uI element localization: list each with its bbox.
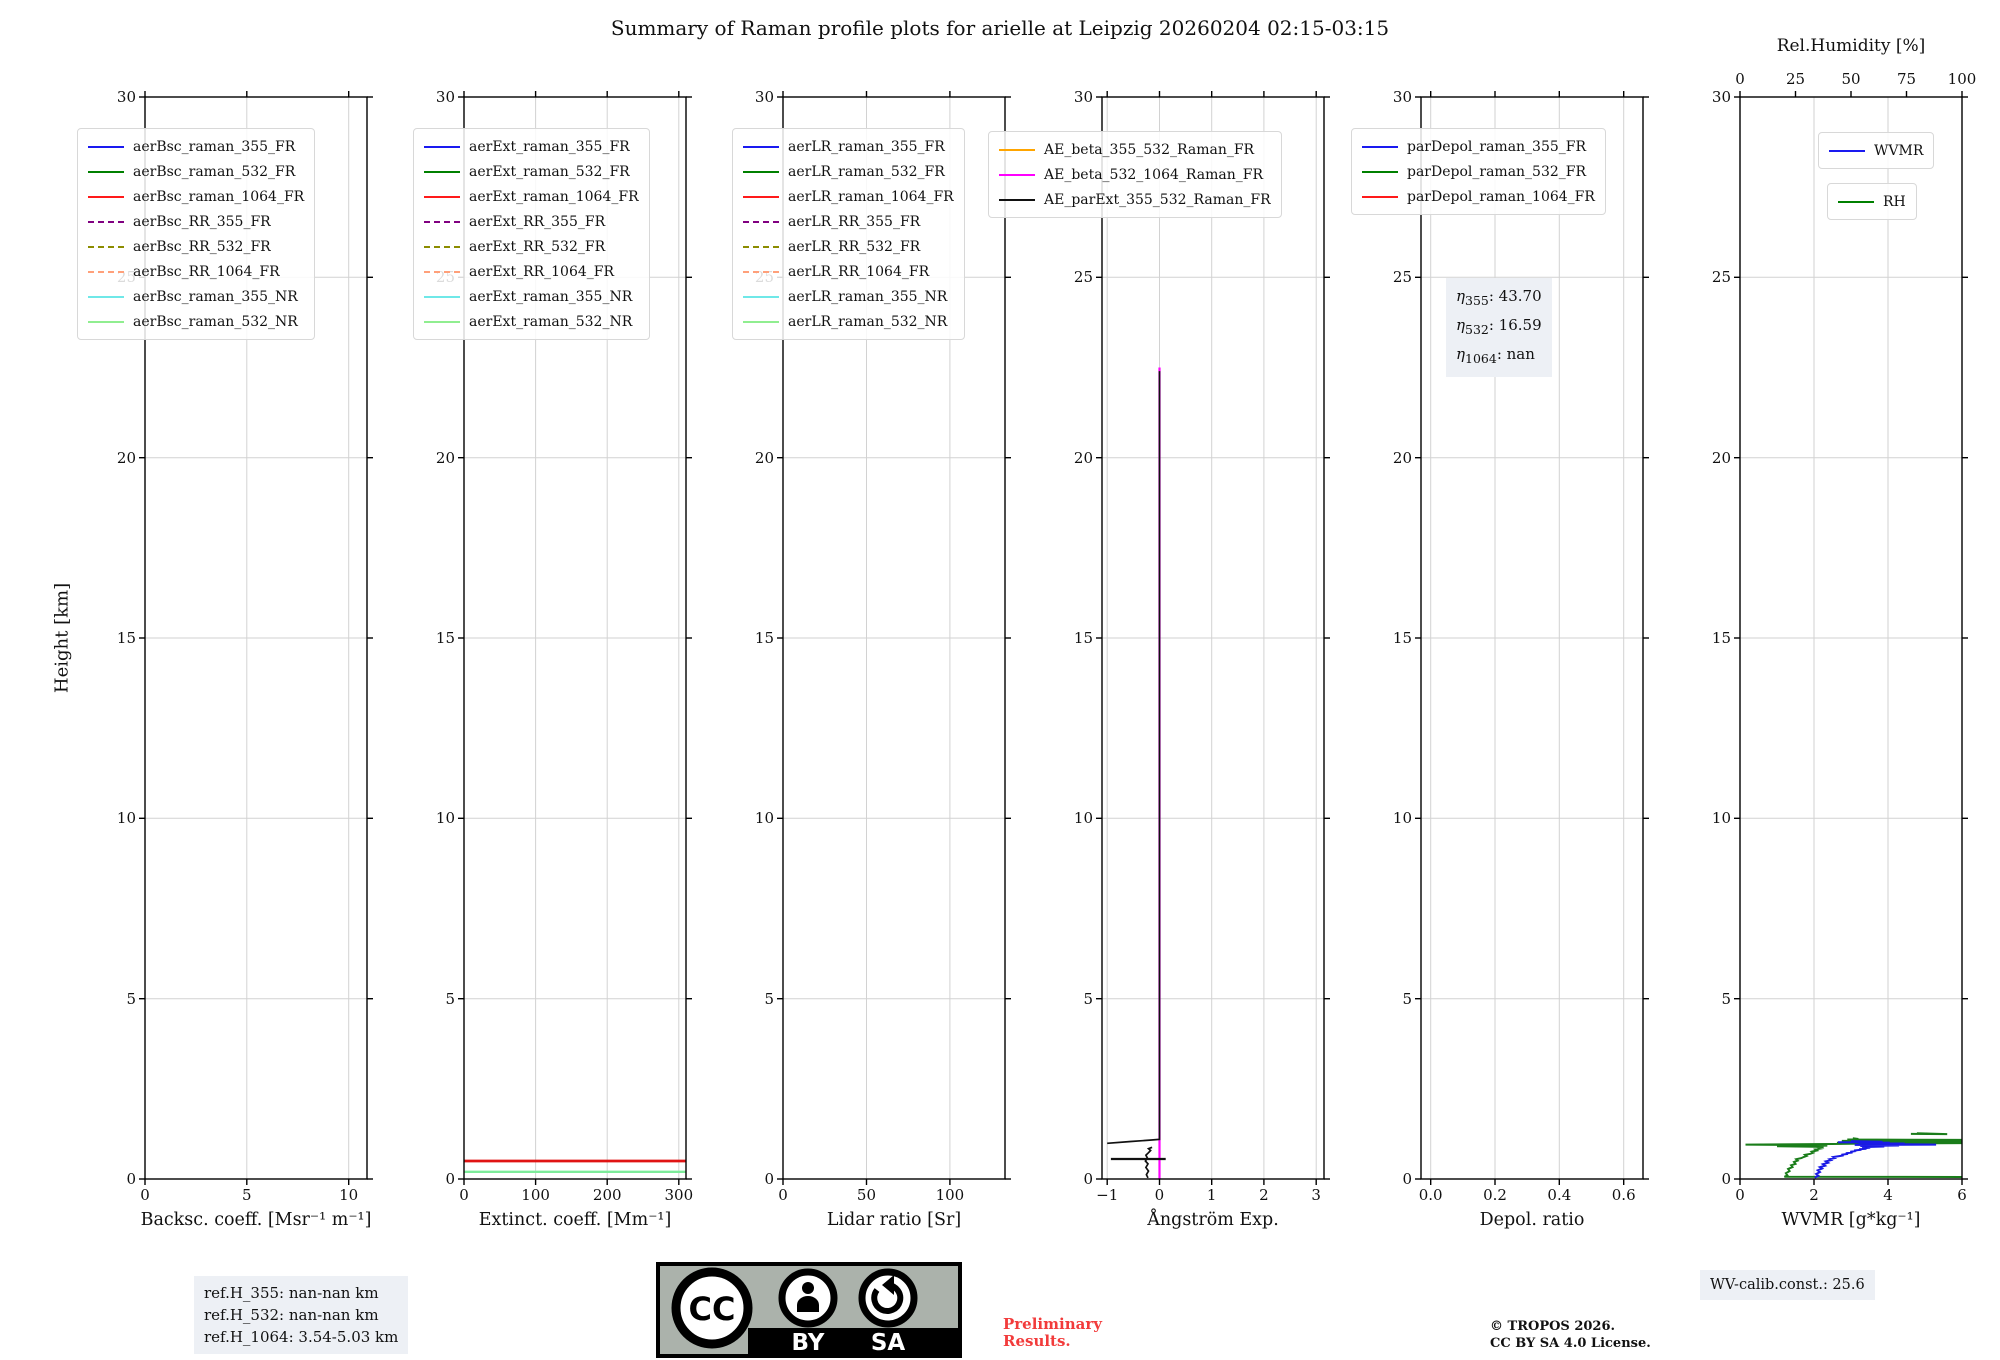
y-axis-label: Height [km] bbox=[51, 582, 73, 694]
series-AE_parExt_355_532_Raman_FR_noise bbox=[1144, 1146, 1153, 1179]
series-WVMR bbox=[1814, 1140, 1937, 1179]
figure-title: Summary of Raman profile plots for ariel… bbox=[610, 16, 1390, 40]
refh-1064-line: ref.H_1064: 3.54-5.03 km bbox=[204, 1328, 399, 1346]
panel-extinction bbox=[458, 91, 692, 1185]
panel-depol-ratio bbox=[1415, 91, 1649, 1185]
panel-angstroem bbox=[1096, 91, 1330, 1185]
cc-circle-icon bbox=[671, 1267, 753, 1349]
panel-lidar-ratio bbox=[777, 91, 1011, 1185]
badge-bottom-strip bbox=[748, 1328, 958, 1354]
sa-arrow-arc bbox=[871, 1282, 904, 1314]
cc-text: CC bbox=[689, 1290, 736, 1328]
panel-backscatter bbox=[139, 91, 373, 1185]
sa-text: SA bbox=[871, 1330, 906, 1356]
series-RH_upper bbox=[1910, 1132, 1948, 1136]
by-person-body bbox=[797, 1296, 819, 1312]
preliminary-results-note: Preliminary Results. bbox=[1003, 1315, 1102, 1350]
eta-532-line: η532: 16.59 bbox=[1456, 316, 1542, 337]
refh-355-line: ref.H_355: nan-nan km bbox=[204, 1284, 379, 1302]
eta-annotation-box: η355: 43.70 η532: 16.59 η1064: nan bbox=[1446, 278, 1552, 377]
copyright-note: © TROPOS 2026. CC BY SA 4.0 License. bbox=[1490, 1319, 1651, 1351]
reference-height-annotation-box: ref.H_355: nan-nan km ref.H_532: nan-nan… bbox=[194, 1276, 409, 1354]
by-person-head bbox=[802, 1282, 814, 1294]
eta-355-line: η355: 43.70 bbox=[1456, 287, 1542, 308]
refh-532-line: ref.H_532: nan-nan km bbox=[204, 1306, 379, 1324]
by-text: BY bbox=[792, 1330, 825, 1356]
wv-calibration-annotation: WV-calib.const.: 25.6 bbox=[1700, 1270, 1875, 1300]
panel-wvmr bbox=[1734, 91, 1968, 1185]
eta-1064-line: η1064: nan bbox=[1456, 345, 1535, 366]
series-AE_parExt_355_532_Raman_FR bbox=[1107, 371, 1161, 1145]
sa-arrow-icon bbox=[858, 1268, 918, 1328]
cc-by-sa-badge: CC BY SA bbox=[656, 1262, 962, 1358]
sa-arrow-head bbox=[882, 1275, 894, 1295]
series-RH bbox=[1745, 1137, 1962, 1178]
